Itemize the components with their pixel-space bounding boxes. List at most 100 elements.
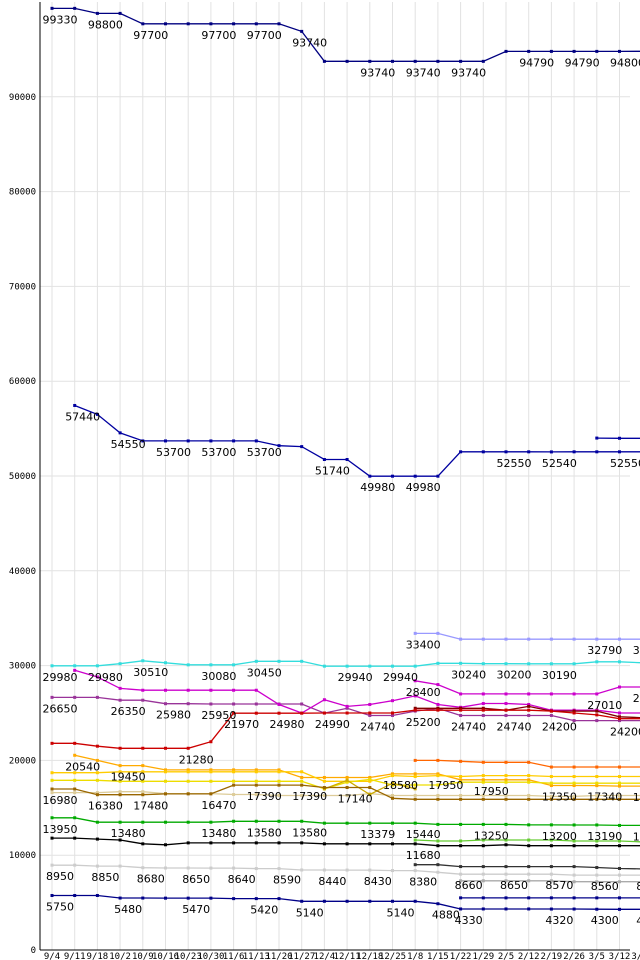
data-label: 30190 (542, 669, 577, 682)
data-point (391, 821, 394, 825)
data-point (50, 695, 54, 699)
data-label: 97700 (133, 29, 168, 42)
data-point (595, 844, 599, 848)
data-point (277, 867, 281, 871)
data-point (322, 793, 326, 797)
x-tick-label: 12/18 (356, 952, 383, 960)
data-point (345, 868, 349, 872)
data-point (95, 778, 99, 782)
data-point (73, 893, 77, 897)
data-label: 49980 (406, 481, 441, 494)
data-point (50, 791, 54, 795)
data-point (209, 792, 213, 796)
data-point (549, 49, 553, 53)
data-point (549, 865, 553, 869)
data-point (186, 439, 190, 443)
data-point (527, 844, 531, 848)
data-point (209, 663, 213, 667)
data-point (95, 695, 99, 699)
data-label: 4320 (545, 914, 573, 927)
data-point (391, 869, 394, 873)
data-point (504, 637, 508, 641)
data-point (504, 774, 508, 778)
data-point (232, 702, 236, 706)
data-point (413, 772, 417, 776)
data-point (95, 893, 99, 897)
x-tick-label: 2/19 (541, 952, 563, 960)
data-point (413, 775, 417, 779)
data-point (391, 842, 394, 846)
data-label: 8560 (591, 880, 619, 893)
y-tick-label: 50000 (9, 472, 36, 482)
data-point (368, 821, 372, 825)
data-point (459, 450, 463, 454)
data-point (50, 893, 54, 897)
data-point (618, 866, 621, 870)
data-point (73, 695, 77, 699)
data-label: 57440 (65, 410, 100, 423)
data-point (209, 866, 213, 870)
data-label: 13190 (587, 830, 622, 843)
data-point (459, 797, 463, 801)
data-point (345, 706, 349, 710)
data-point (504, 907, 508, 911)
data-point (391, 774, 394, 778)
data-label: 24740 (451, 720, 486, 733)
data-point (527, 872, 531, 876)
data-point (322, 842, 326, 846)
x-tick-label: 10/23 (175, 952, 202, 960)
data-point (50, 741, 54, 745)
data-point (368, 702, 372, 706)
data-point (322, 698, 326, 702)
data-point (391, 781, 394, 785)
data-point (300, 445, 304, 449)
data-point (232, 768, 236, 772)
data-point (527, 780, 531, 784)
series-17 (50, 816, 640, 827)
data-point (232, 779, 236, 783)
data-label: 8850 (91, 871, 119, 884)
data-label: 4330 (455, 914, 483, 927)
data-point (73, 403, 77, 407)
data-point (618, 49, 621, 53)
data-point (141, 779, 145, 783)
data-point (549, 844, 553, 848)
data-point (459, 839, 463, 843)
data-point (391, 783, 394, 787)
data-point (141, 439, 145, 443)
data-point (413, 631, 417, 635)
data-point (549, 781, 553, 785)
x-tick-label: 12/4 (314, 952, 336, 960)
data-point (345, 780, 349, 784)
data-point (595, 880, 599, 884)
data-point (164, 770, 167, 774)
data-point (141, 866, 145, 870)
data-point (277, 770, 281, 774)
data-label: 5140 (387, 906, 415, 919)
data-point (232, 819, 236, 823)
data-point (549, 662, 553, 666)
data-label: 17290 (633, 791, 640, 804)
data-point (618, 660, 621, 664)
data-label: 29940 (383, 671, 418, 684)
data-point (436, 822, 440, 826)
x-tick-label: 10/9 (132, 952, 154, 960)
data-label: 97700 (201, 29, 236, 42)
data-label: 30080 (201, 670, 236, 683)
data-point (459, 822, 463, 826)
x-tick-label: 9/11 (64, 952, 86, 960)
data-point (618, 711, 621, 715)
y-tick-label: 70000 (9, 282, 36, 292)
series-22 (459, 879, 640, 884)
data-point (345, 899, 349, 903)
data-label: 25980 (156, 709, 191, 722)
data-label: 93740 (406, 66, 441, 79)
data-point (436, 844, 440, 848)
data-point (436, 772, 440, 776)
series-10 (413, 758, 640, 769)
data-point (73, 791, 77, 795)
data-point (504, 662, 508, 666)
x-tick-label: 3/5 (589, 952, 605, 960)
data-point (618, 719, 621, 723)
data-point (459, 692, 463, 696)
